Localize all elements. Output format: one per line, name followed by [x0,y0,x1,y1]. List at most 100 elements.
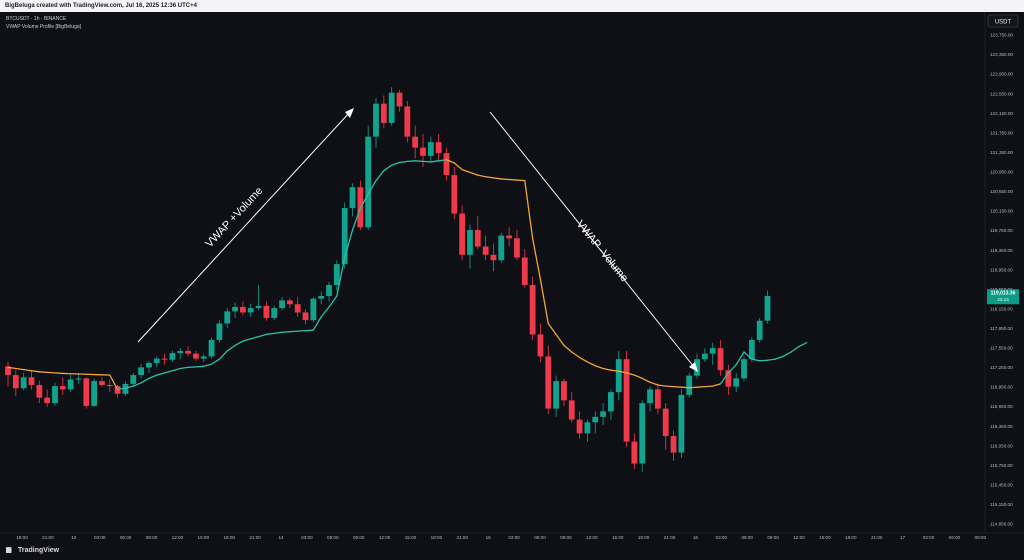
bar-countdown: 23:24 [997,297,1009,302]
time-tick-label: 12:00 [172,535,184,540]
vwap-segment [163,370,174,374]
candle-body [59,386,66,390]
vwap-segment [15,367,25,371]
vwap-segment [179,366,189,370]
vwap-segment [633,374,643,380]
candle-body [177,350,184,354]
candle-body [506,235,513,239]
candle-body [748,339,755,360]
candle-body [561,381,567,401]
vwap-segment [273,331,283,334]
time-tick-label: 06:00 [120,535,132,540]
candle-body [20,377,27,389]
vwap-segment [265,332,275,336]
candle-body [240,306,246,313]
price-tick-label: 116,950.00 [990,385,1013,390]
currency-button[interactable]: USDT [987,14,1019,28]
price-chart[interactable]: BTCUSDT · 1h · BINANCE VWAP Volume Profi… [0,12,1024,544]
time-tick-label: 21:00 [871,535,883,540]
candle-body [232,306,238,312]
candle-body [467,230,473,255]
time-tick-label: 14 [278,535,284,540]
price-tick-label: 117,850.00 [990,326,1013,331]
vwap-segment [30,370,40,373]
candle-body [678,394,685,453]
vwap-segment [351,207,362,231]
time-tick-label: 18:00 [223,535,235,540]
vwap-segment [367,179,377,195]
price-axis[interactable]: 123,750.00 123,350.00 122,950.00 122,550.00… [990,33,1013,527]
vwap-segment [727,364,737,374]
vwap-segment [782,351,792,358]
time-tick-label: 06:00 [949,535,961,540]
time-tick-label: 09:00 [975,535,987,540]
candle-body [733,378,740,387]
vwap-segment [524,179,534,239]
tradingview-logo-icon [6,547,12,554]
currency-label: USDT [995,20,1012,26]
vwap-segment [453,162,463,171]
time-axis[interactable]: 18:00 21:00 13 03:00 06:00 09:00 12:00 15:00 18:… [16,535,986,540]
vwap-segment [46,371,56,374]
time-tick-label: 03:00 [94,535,106,540]
vwap-segment [226,344,236,352]
vwap-segment [328,295,338,308]
candle-body [247,308,254,313]
candle-body [185,350,191,354]
candle-body [52,386,58,404]
candle-body [725,370,732,387]
candle-body [686,375,693,395]
candle-body [647,389,653,404]
time-tick-label: 09:00 [353,535,365,540]
time-tick-label: 03:00 [923,535,935,540]
vwap-segment [766,358,776,361]
indicator-legend: VWAP Volume Profile [BigBeluga] [6,24,82,30]
price-tick-label: 119,750.00 [990,228,1013,233]
candle-body [193,353,199,359]
candle-body [161,358,168,360]
candle-body [709,348,716,354]
vwap-segment [398,160,408,164]
price-tick-label: 120,150.00 [990,209,1013,214]
vwap-segment [774,355,784,360]
vwap-segment [140,377,150,384]
time-tick-label: 03:00 [301,535,313,540]
price-tick-label: 123,750.00 [990,33,1013,38]
vwap-segment [539,278,549,325]
time-tick-label: 18:00 [845,535,857,540]
vwap-segment [7,366,17,370]
vwap-segment [422,160,432,163]
time-tick-label: 21:00 [249,535,261,540]
time-tick-label: 09:00 [146,535,158,540]
vwap-segment [649,381,659,386]
vwap-segment [210,358,221,365]
vwap-segment [759,359,769,362]
price-tick-label: 117,250.00 [990,365,1013,370]
time-tick-label: 03:00 [508,535,520,540]
vwap-segment [414,160,424,163]
time-tick-label: 06:00 [534,535,546,540]
attribution-text: BigBeluga created with TradingView.com, … [5,3,197,9]
time-tick-label: 21:00 [42,535,54,540]
price-tick-label: 116,050.00 [990,443,1013,448]
time-tick-label: 21:00 [457,535,469,540]
price-tick-label: 115,750.00 [990,463,1013,468]
vwap-segment [312,316,322,331]
vwap-segment [641,377,651,383]
price-tick-label: 119,350.00 [990,248,1013,253]
candle-body [326,284,332,296]
price-tick-label: 120,550.00 [990,189,1013,194]
price-tick-label: 122,550.00 [990,91,1013,96]
candle-body [420,147,426,156]
time-tick-label: 03:00 [716,535,728,540]
candle-body [255,305,262,309]
vwap-segment [586,361,596,367]
candle-body [474,230,481,247]
vwap-segment [375,170,385,182]
candle-body [694,359,700,376]
footer-bar [0,544,1024,560]
price-tick-label: 122,950.00 [990,72,1013,77]
candle-body [459,213,466,255]
candle-body [349,187,356,209]
time-tick-label: 09:00 [560,535,572,540]
